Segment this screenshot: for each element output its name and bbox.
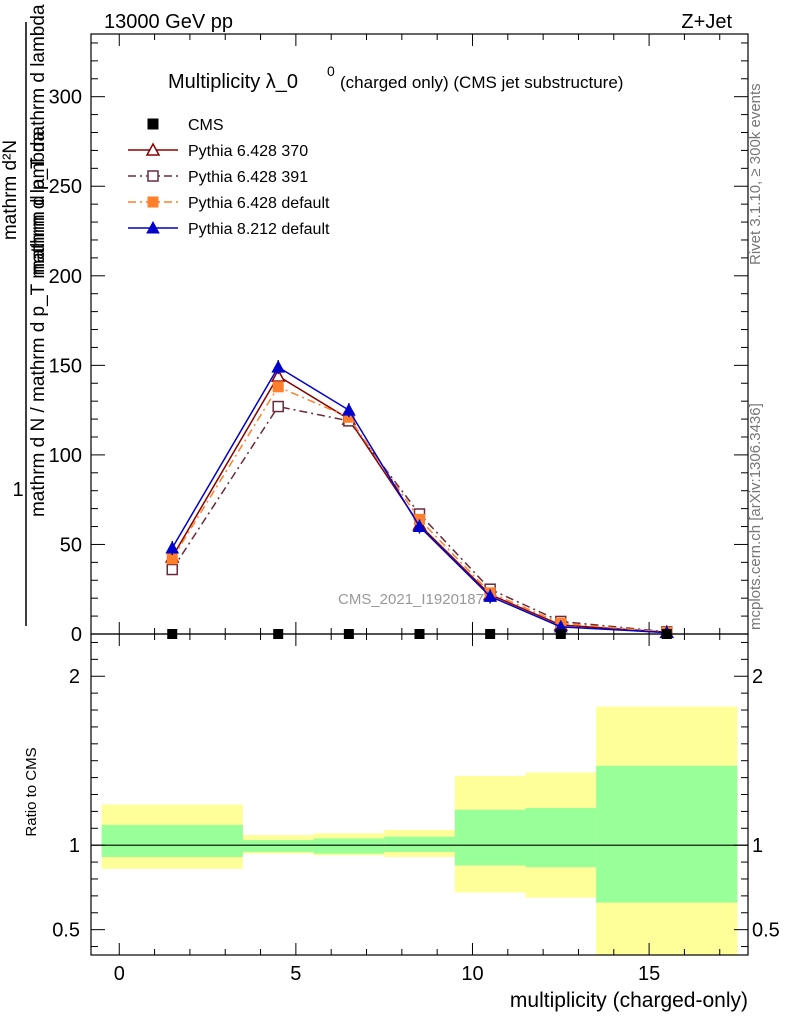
ratio-y-tick-label-right: 1 — [752, 835, 763, 857]
ratio-green-band — [596, 765, 738, 903]
legend-label: Pythia 6.428 391 — [188, 169, 308, 186]
main-plot: 0 50 100 150 200 250 300 CMS Pythia 6.428 370 Pyt… — [49, 33, 749, 646]
ratio-green-band — [313, 838, 385, 854]
ratio-y-tick-label-right: 2 — [752, 666, 763, 688]
ratio-y-tick-label-right: 0.5 — [752, 920, 780, 942]
legend-label: Pythia 6.428 default — [188, 195, 330, 212]
ratio-y-tick-label: 0.5 — [52, 920, 80, 942]
plot-title-sup: 0 — [327, 63, 335, 79]
y-tick-label: 200 — [49, 266, 82, 288]
plot-title-sub: (charged only) (CMS jet substructure) — [340, 73, 623, 92]
data-point — [147, 196, 159, 208]
ratio-plot: 0 5 10 15 0.5 0.5 1 1 2 2 — [52, 633, 780, 985]
legend-label: Pythia 6.428 370 — [188, 143, 308, 160]
ratio-y-tick-label: 2 — [69, 666, 80, 688]
process-label: Z+Jet — [681, 11, 732, 33]
data-point — [272, 381, 284, 393]
legend-label: Pythia 8.212 default — [188, 221, 330, 238]
ratio-y-tick-label: 1 — [69, 835, 80, 857]
y-tick-label: 300 — [49, 87, 82, 109]
data-point — [271, 360, 286, 373]
data-point — [166, 563, 178, 576]
plot-title-main: Multiplicity λ_0 — [168, 71, 298, 93]
data-point — [412, 519, 427, 533]
y-tick-label: 0 — [71, 624, 82, 646]
x-tick-label: 5 — [290, 963, 301, 985]
data-point — [165, 540, 180, 554]
data-point — [147, 118, 159, 130]
rivet-label: Rivet 3.1.10, ≥ 300k events — [747, 83, 764, 265]
mcplots-label: mcplots.cern.ch [arXiv:1306.3436] — [747, 403, 764, 630]
x-axis-label: multiplicity (charged-only) — [510, 989, 748, 1012]
y-tick-label: 100 — [49, 445, 82, 467]
legend-label: CMS — [188, 117, 224, 134]
y-label-top: 1 — [12, 479, 23, 501]
y-label-right-bottom: mathrm d p_T mathrm d lambda — [28, 4, 49, 275]
ratio-green-band — [454, 809, 526, 866]
data-point — [342, 403, 356, 416]
y-tick-label: 150 — [49, 355, 82, 377]
ratio-green-band — [525, 808, 597, 868]
ratio-green-band — [101, 824, 243, 858]
y-label-bottom: mathrm d N / mathrm d p_T mathrm d lambd… — [28, 131, 49, 518]
ratio-y-label: Ratio to CMS — [23, 747, 40, 836]
x-tick-label: 15 — [638, 963, 660, 985]
data-point — [166, 553, 178, 565]
data-point — [272, 400, 284, 413]
ratio-green-band — [242, 840, 314, 852]
y-label-right-top: mathrm d²N — [0, 140, 21, 240]
ratio-green-band — [384, 836, 455, 852]
data-point — [146, 220, 160, 234]
data-point — [270, 368, 286, 382]
x-tick-label: 10 — [461, 963, 483, 985]
data-point — [145, 142, 161, 156]
data-point — [147, 170, 159, 182]
watermark: CMS_2021_I1920187 — [338, 591, 484, 608]
data-point — [483, 589, 497, 602]
energy-label: 13000 GeV pp — [104, 11, 233, 33]
x-tick-label: 0 — [114, 963, 125, 985]
y-tick-label: 250 — [49, 176, 82, 198]
y-tick-label: 50 — [60, 534, 82, 556]
